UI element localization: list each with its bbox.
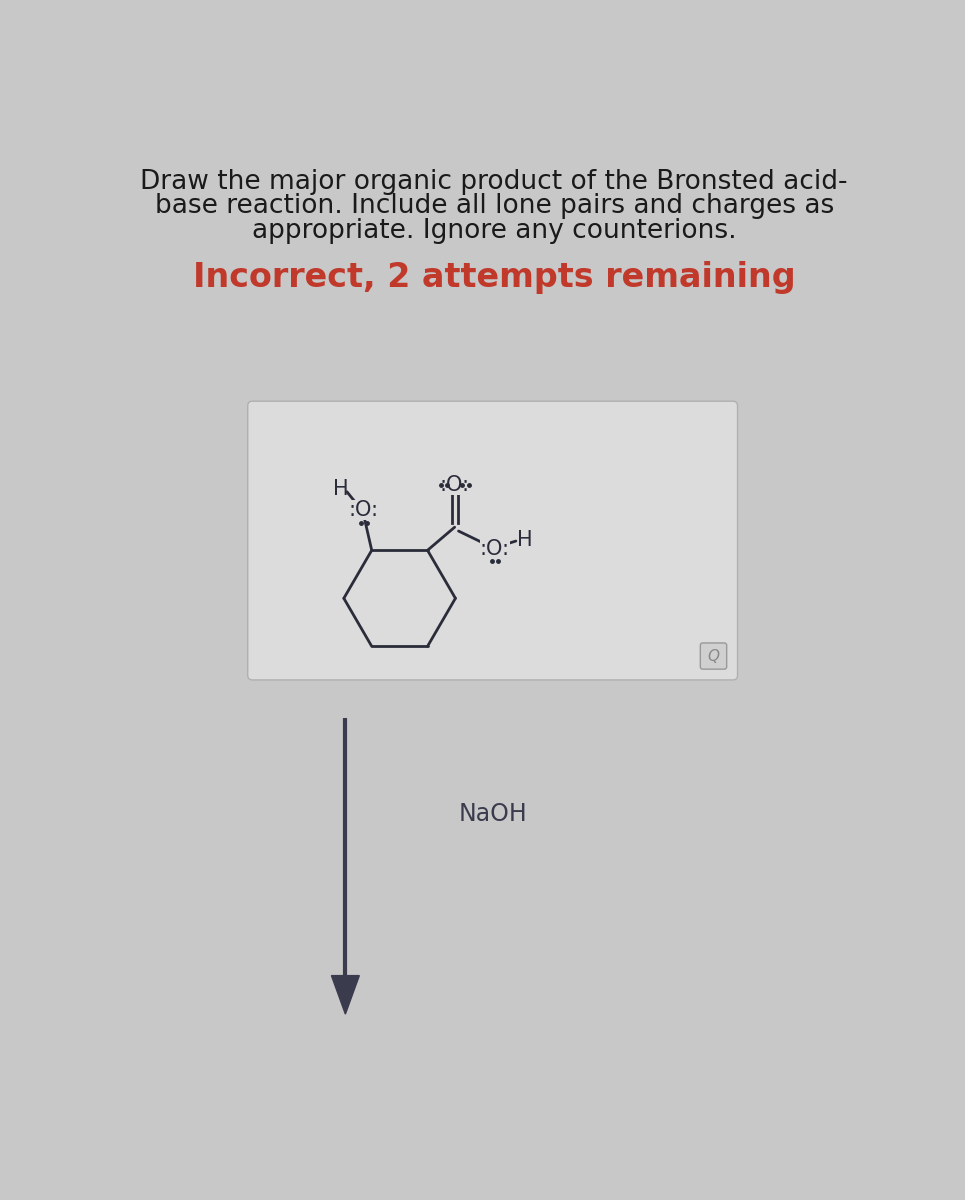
- Text: :O:: :O:: [480, 539, 510, 559]
- Text: Draw the major organic product of the Bronsted acid-: Draw the major organic product of the Br…: [141, 169, 848, 194]
- FancyBboxPatch shape: [248, 401, 737, 680]
- Text: Q: Q: [707, 648, 720, 664]
- Text: Incorrect, 2 attempts remaining: Incorrect, 2 attempts remaining: [193, 262, 795, 294]
- FancyBboxPatch shape: [701, 643, 727, 670]
- Text: :O:: :O:: [349, 500, 379, 521]
- Polygon shape: [331, 976, 359, 1014]
- Text: NaOH: NaOH: [458, 802, 527, 826]
- Text: appropriate. Ignore any counterions.: appropriate. Ignore any counterions.: [252, 218, 736, 244]
- Text: base reaction. Include all lone pairs and charges as: base reaction. Include all lone pairs an…: [154, 193, 834, 220]
- Text: H: H: [516, 529, 533, 550]
- Text: H: H: [333, 479, 348, 499]
- Text: :O:: :O:: [440, 475, 470, 494]
